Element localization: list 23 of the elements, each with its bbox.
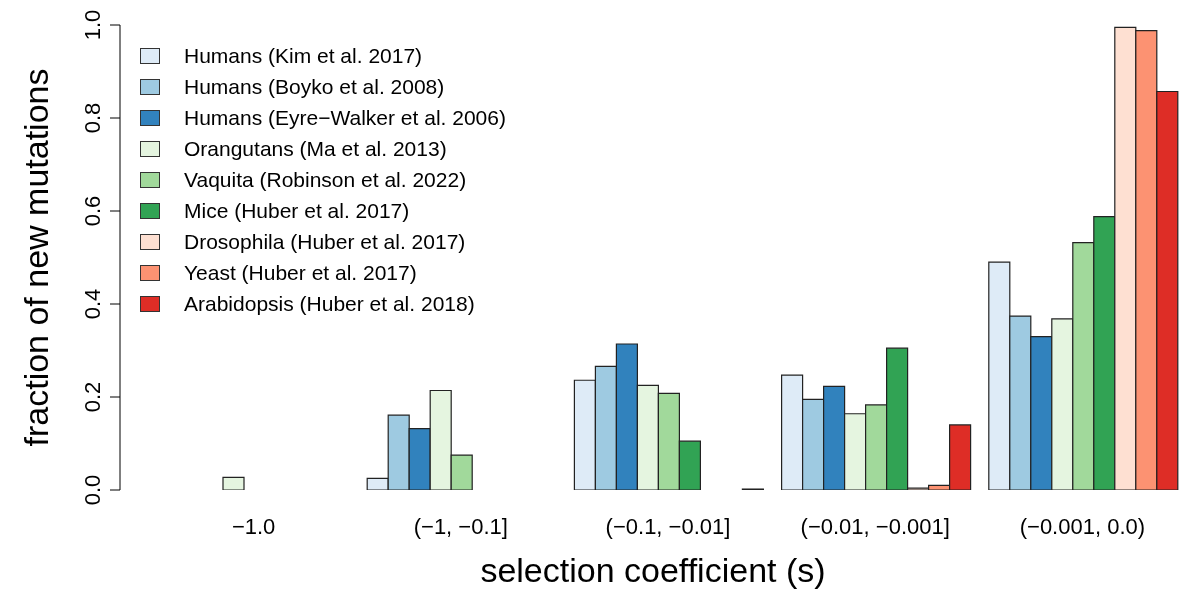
- x-axis-title: selection coefficient (s): [480, 551, 826, 589]
- legend-label: Drosophila (Huber et al. 2017): [184, 229, 466, 254]
- x-tick-label: (−0.01, −0.001]: [800, 513, 950, 539]
- legend-label: Vaquita (Robinson et al. 2022): [184, 167, 467, 192]
- legend-label: Humans (Kim et al. 2017): [184, 43, 423, 68]
- x-tick-label: (−0.001, 0.0): [1019, 513, 1146, 539]
- legend-label: Yeast (Huber et al. 2017): [184, 260, 417, 285]
- y-tick-label: 0.8: [80, 102, 105, 134]
- y-tick-label: 1.0: [80, 9, 105, 41]
- y-tick-label: 0.0: [80, 474, 105, 506]
- y-tick-label: 0.4: [80, 288, 105, 320]
- x-tick-label: (−1, −0.1]: [413, 513, 508, 539]
- y-axis-title: fraction of new mutations: [17, 68, 56, 447]
- x-tick-label: −1.0: [231, 513, 276, 539]
- legend-label: Mice (Huber et al. 2017): [184, 198, 410, 223]
- legend-label: Arabidopsis (Huber et al. 2018): [184, 291, 475, 316]
- legend-label: Orangutans (Ma et al. 2013): [184, 136, 447, 161]
- bar: [222, 476, 245, 490]
- y-tick-label: 0.6: [80, 195, 105, 227]
- legend-label: Humans (Eyre−Walker et al. 2006): [184, 105, 506, 130]
- legend-label: Humans (Boyko et al. 2008): [184, 74, 445, 99]
- x-tick-label: (−0.1, −0.01]: [605, 513, 731, 539]
- y-tick-label: 0.2: [80, 381, 105, 413]
